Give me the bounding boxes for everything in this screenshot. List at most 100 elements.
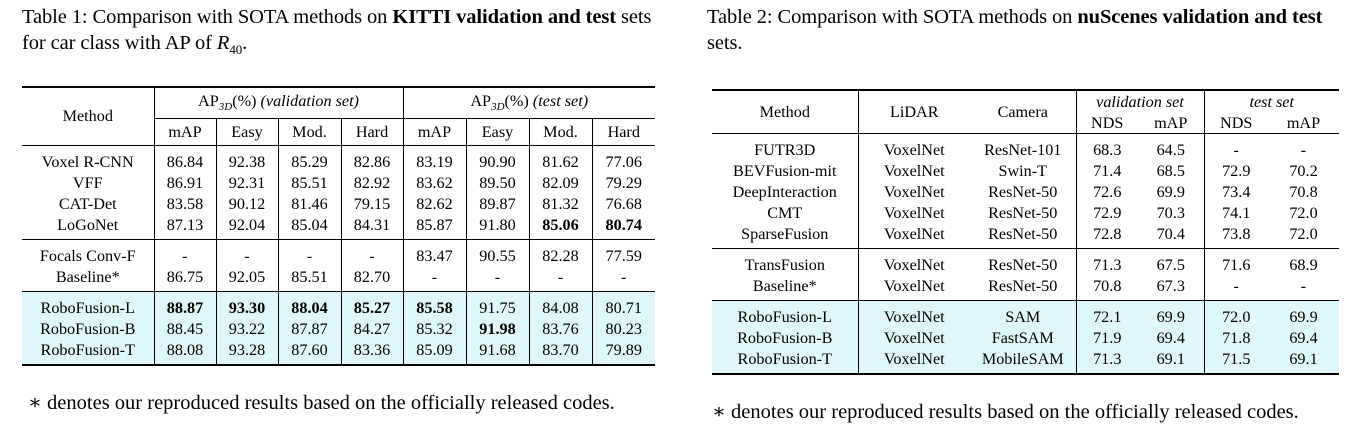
table1-value-cell: 93.30	[215, 291, 278, 319]
table1-value-cell: 79.15	[340, 194, 403, 215]
table1-value-cell: 85.87	[402, 215, 466, 240]
table2-camera-cell: ResNet-50	[970, 248, 1076, 276]
table2-camera-cell: ResNet-101	[970, 133, 1076, 161]
table1-caption-bold: KITTI validation and test	[392, 6, 616, 28]
table2-value-cell: 71.5	[1203, 349, 1268, 374]
table2-lidar-cell: VoxelNet	[857, 328, 970, 349]
table1-value-cell: -	[215, 239, 278, 267]
table1-header-val-pct: (%)	[232, 92, 257, 111]
table2-camera-cell: Swin-T	[998, 162, 1048, 180]
table2-caption-suffix: sets.	[707, 32, 743, 54]
table1-value-cell: 80.71	[591, 291, 655, 319]
table1-header-test-sub: 3D	[491, 101, 505, 114]
table1-value-cell: 84.08	[528, 291, 592, 319]
table1-value-cell: 92.04	[215, 215, 278, 240]
table1-row: CAT-Det 83.58 90.12 81.46 79.15 82.62 89.87 81.…	[22, 194, 655, 215]
table2-value-cell: 72.6	[1075, 182, 1138, 203]
table1-value-cell: 83.19	[402, 145, 466, 173]
table1-row: RoboFusion-B 88.45 93.22 87.87 84.27 85.32 91.…	[22, 319, 655, 340]
table2-value-cell: 64.5	[1138, 133, 1204, 161]
table1-header-val-ap: AP	[198, 92, 219, 111]
table2-camera-cell: ResNet-50	[988, 277, 1058, 295]
table2-row: SparseFusion VoxelNet ResNet-50 72.8 70.4 73.…	[712, 224, 1339, 249]
table2-camera-cell: ResNet-50	[988, 225, 1058, 243]
table2-lidar-cell: VoxelNet	[857, 300, 970, 328]
table2-value-cell: 69.1	[1268, 349, 1339, 374]
table2-value-cell: 69.9	[1138, 300, 1204, 328]
table2-value-cell: 72.1	[1075, 300, 1138, 328]
table2-footnote: ∗ denotes our reproduced results based o…	[712, 401, 1299, 423]
table1-value-cell: 86.91	[153, 173, 216, 194]
table1-value-cell: -	[277, 239, 341, 267]
table2-lidar-cell: VoxelNet	[857, 182, 970, 203]
table1-value-cell: 92.31	[215, 173, 278, 194]
table2-value-cell: 73.4	[1203, 182, 1268, 203]
table2-value-cell: 71.9	[1075, 328, 1138, 349]
table2-caption: Table 2: Comparison with SOTA methods on…	[707, 4, 1347, 56]
table1-value-cell: -	[465, 267, 529, 292]
table2-header-val-group: validation set	[1075, 91, 1204, 112]
table1-value-cell: 81.46	[277, 194, 341, 215]
table2-method-cell: RoboFusion-T	[712, 349, 858, 374]
table1-row: Voxel R-CNN 86.84 92.38 85.29 82.86 83.19 90.9…	[22, 145, 655, 173]
table1-value-cell: 92.38	[215, 145, 278, 173]
table1-value-cell: -	[153, 239, 216, 267]
table1-row: LoGoNet 87.13 92.04 85.04 84.31 85.87 91.80 85.…	[22, 215, 655, 240]
table1-col-header: Easy	[465, 118, 529, 146]
table1-value-cell: 83.62	[402, 173, 466, 194]
table2-header-method: Method	[759, 103, 810, 121]
table1-value-cell: 91.68	[465, 340, 529, 365]
table2-value-cell: 72.0	[1289, 204, 1318, 222]
table1-value-cell: 85.29	[277, 145, 341, 173]
table2-row: TransFusion VoxelNet ResNet-50 71.3 67.5 71.6…	[712, 248, 1339, 276]
table1-value-cell: 85.32	[402, 319, 466, 340]
table1-value-cell: 76.68	[591, 194, 655, 215]
table2-value-cell: 70.8	[1289, 183, 1318, 201]
table1-header-test-group: AP3D(%) (test set)	[402, 88, 655, 119]
table1-value-cell: 85.51	[277, 267, 341, 292]
table2-value-cell: 67.3	[1156, 277, 1185, 295]
table1-value-cell: 89.87	[465, 194, 529, 215]
table1-caption-math: R40	[217, 32, 243, 58]
table2-value-cell: -	[1203, 133, 1268, 161]
table1-value-cell: 88.45	[153, 319, 216, 340]
table2-method-cell: FUTR3D	[712, 133, 858, 161]
table2-col-header: mAP	[1286, 113, 1321, 132]
table1-value-cell: 77.59	[591, 239, 655, 267]
table2-lidar-cell: VoxelNet	[857, 349, 970, 374]
table2-row: CMT VoxelNet ResNet-50 72.9 70.3 74.1 72.0	[712, 203, 1339, 224]
table1-value-cell: 87.87	[277, 319, 341, 340]
table2-value-cell: 72.0	[1203, 300, 1268, 328]
table1-value-cell: 87.13	[153, 215, 216, 240]
table1-panel: Table 1: Comparison with SOTA methods on…	[22, 0, 667, 414]
table1-row: RoboFusion-L 88.87 93.30 88.04 85.27 85.58 91.…	[22, 291, 655, 319]
table1-value-cell: 88.08	[153, 340, 216, 365]
table1-value-cell: 82.28	[528, 239, 592, 267]
table1-method-cell: RoboFusion-L	[22, 291, 154, 319]
table2-lidar-cell: VoxelNet	[857, 276, 970, 301]
table1-value-cell: 84.27	[340, 319, 403, 340]
table2-col-header: NDS	[1075, 112, 1138, 134]
table2-value-cell: 70.8	[1075, 276, 1138, 301]
table1-value-cell: 77.06	[591, 145, 655, 173]
table2-row: RoboFusion-B VoxelNet FastSAM 71.9 69.4 71.8 6…	[712, 328, 1339, 349]
table2-value-cell: 70.3	[1156, 204, 1185, 222]
table1-caption-math-sub: 40	[229, 42, 243, 58]
table1-value-cell: -	[591, 267, 655, 292]
table2-method-cell: SparseFusion	[741, 225, 829, 243]
table1-footnote: ∗ denotes our reproduced results based o…	[28, 392, 615, 414]
table1-header-val-sub: 3D	[218, 101, 233, 114]
table1-value-cell: 84.31	[340, 215, 403, 240]
table2-method-cell: TransFusion	[712, 248, 858, 276]
table1-value-cell: 79.89	[591, 340, 655, 365]
table1-value-cell: 83.70	[528, 340, 592, 365]
table2-value-cell: 71.3	[1075, 349, 1138, 374]
table2-method-cell: Baseline*	[752, 277, 817, 295]
table2-value-cell: 72.9	[1203, 161, 1268, 182]
table1-row: Baseline* 86.75 92.05 85.51 82.70- - - -	[22, 267, 655, 292]
table1-col-header: Mod.	[277, 118, 341, 146]
table1-col-header: mAP	[153, 118, 216, 146]
table1-value-cell: 90.12	[215, 194, 278, 215]
table1-value-cell: -	[528, 267, 592, 292]
table1-value-cell: 85.04	[277, 215, 341, 240]
